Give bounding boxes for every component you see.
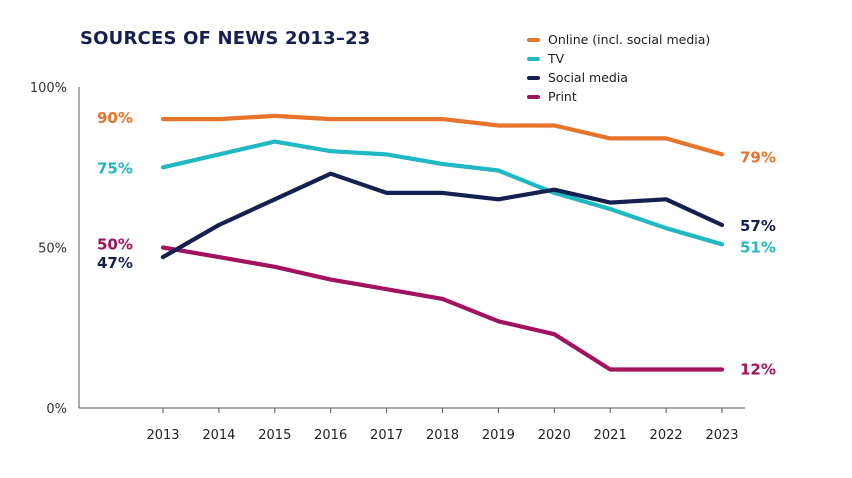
legend-item-print: Print (527, 87, 710, 106)
legend-item-social-media: Social media (527, 68, 710, 87)
legend-item-tv: TV (527, 49, 710, 68)
legend-swatch-print (527, 94, 540, 99)
legend-label-print: Print (548, 89, 577, 104)
legend-item-online: Online (incl. social media) (527, 30, 710, 49)
start-label-print: 50% (97, 236, 133, 254)
x-tick-label: 2018 (426, 428, 459, 443)
series-line-print (160, 245, 725, 372)
legend-swatch-social-media (527, 75, 540, 80)
y-tick-label: 50% (38, 242, 67, 257)
x-tick-label: 2013 (146, 428, 179, 443)
end-label-online-incl-social-media: 79% (740, 148, 776, 166)
series-line-online-incl-social-media (160, 113, 725, 157)
legend-label-tv: TV (548, 51, 565, 66)
end-label-social-media: 57% (740, 217, 776, 235)
y-tick-label: 0% (46, 402, 67, 417)
start-label-tv: 75% (97, 159, 133, 177)
x-tick-label: 2023 (705, 428, 738, 443)
legend-swatch-online (527, 37, 540, 42)
start-label-online-incl-social-media: 90% (97, 109, 133, 127)
end-label-print: 12% (740, 360, 776, 378)
legend: Online (incl. social media) TV Social me… (527, 30, 710, 106)
legend-swatch-tv (527, 56, 540, 61)
end-label-tv: 51% (740, 238, 776, 256)
x-tick-label: 2016 (314, 428, 347, 443)
legend-label-social-media: Social media (548, 70, 628, 85)
x-tick-label: 2014 (202, 428, 235, 443)
x-tick-label: 2019 (482, 428, 515, 443)
chart-title: SOURCES OF NEWS 2013–23 (80, 28, 371, 49)
x-tick-label: 2015 (258, 428, 291, 443)
series-line-tv (160, 139, 725, 247)
series-line-social-media (160, 171, 725, 260)
legend-label-online: Online (incl. social media) (548, 32, 711, 47)
x-tick-label: 2021 (594, 428, 627, 443)
x-tick-label: 2017 (370, 428, 403, 443)
x-tick-label: 2022 (650, 428, 683, 443)
start-label-social-media: 47% (97, 254, 133, 272)
x-tick-label: 2020 (538, 428, 571, 443)
y-tick-label: 100% (30, 81, 67, 96)
